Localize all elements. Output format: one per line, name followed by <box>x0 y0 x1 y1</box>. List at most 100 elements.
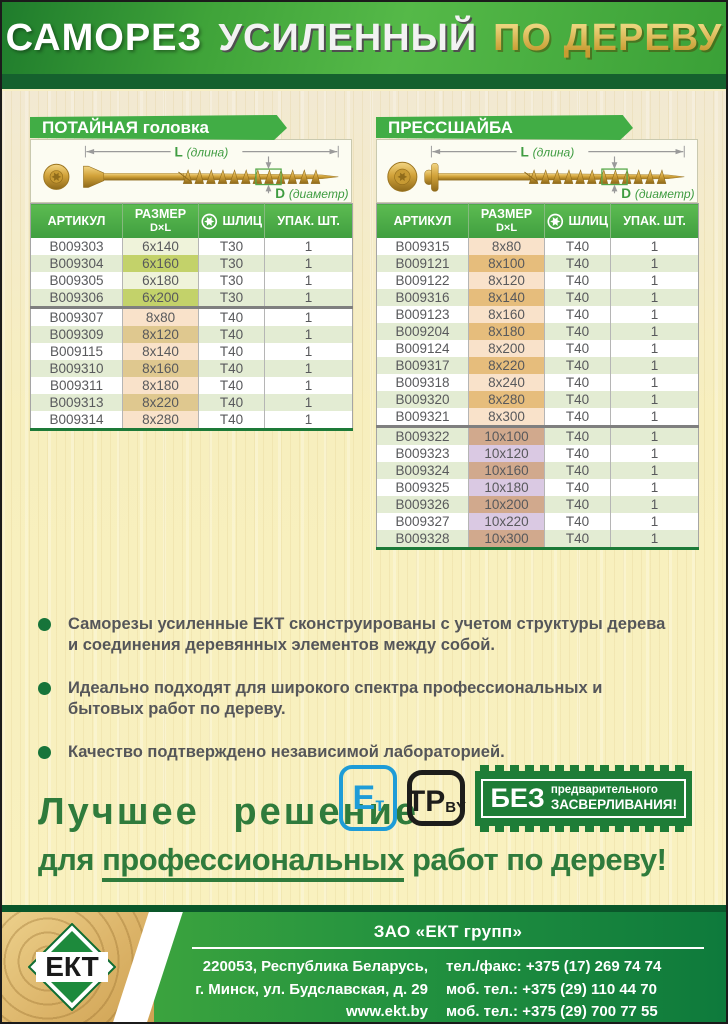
footer-content: ЗАО «ЕКТ групп» 220053, Республика Белар… <box>192 922 704 1022</box>
table-row: B009306 6x200 T30 1 <box>30 289 353 308</box>
table-row: B009123 8x160 T40 1 <box>376 306 699 323</box>
cell-size: 8x300 <box>468 408 545 427</box>
table-row: B009310 8x160 T40 1 <box>30 360 353 377</box>
cell-pack: 1 <box>650 446 659 461</box>
cell-size: 6x160 <box>122 255 199 272</box>
cell-article: B009311 <box>30 377 123 394</box>
bullet-item: Идеально подходят для широкого спектра п… <box>38 678 690 721</box>
footer: ЕКТ ЗАО «ЕКТ групп» 220053, Республика Б… <box>2 905 726 1022</box>
spec-table-countersunk: АРТИКУЛ РАЗМЕР D×L <box>30 203 353 431</box>
cell-article: B009303 <box>30 238 123 255</box>
cell-pack: 1 <box>650 409 659 424</box>
table-row: B009303 6x140 T30 1 <box>30 238 353 255</box>
table-row: B009204 8x180 T40 1 <box>376 323 699 340</box>
table-row: B009323 10x120 T40 1 <box>376 445 699 462</box>
cell-size: 8x80 <box>468 238 545 255</box>
cell-size: 8x160 <box>122 360 199 377</box>
col-header-pack: УПАК. ШТ. <box>264 203 353 238</box>
footer-main: ЕКТ ЗАО «ЕКТ групп» 220053, Республика Б… <box>2 912 726 1022</box>
col-header-size: РАЗМЕР D×L <box>468 203 545 238</box>
slogan-line-1: Лучшее решение <box>38 791 419 834</box>
cell-slot: T40 <box>544 425 611 445</box>
cell-article: B009320 <box>376 391 469 408</box>
cell-article: B009317 <box>376 357 469 374</box>
cell-slot: T40 <box>198 306 265 326</box>
cell-size: 10x200 <box>468 496 545 513</box>
table-row: B009317 8x220 T40 1 <box>376 357 699 374</box>
cell-article: B009315 <box>376 238 469 255</box>
cell-pack: 1 <box>650 463 659 478</box>
cell-pack: 1 <box>650 375 659 390</box>
cell-size: 10x220 <box>468 513 545 530</box>
cell-slot: T40 <box>198 343 265 360</box>
cell-slot: T40 <box>198 411 265 430</box>
cell-slot: T40 <box>198 360 265 377</box>
cell-article: B009305 <box>30 272 123 289</box>
table-row: B009305 6x180 T30 1 <box>30 272 353 289</box>
cell-slot: T40 <box>544 289 611 306</box>
cell-pack: 1 <box>610 425 699 445</box>
cell-pack: 1 <box>304 256 313 271</box>
table-row: B009311 8x180 T40 1 <box>30 377 353 394</box>
title-part-1: САМОРЕЗ <box>5 16 203 59</box>
phone-line-2: моб. тел.: +375 (29) 110 44 70 <box>446 980 657 998</box>
cell-pack: 1 <box>650 273 659 288</box>
cell-size: 10x120 <box>468 445 545 462</box>
cell-slot: T40 <box>544 479 611 496</box>
cell-size: 8x100 <box>468 255 545 272</box>
cell-size: 8x120 <box>468 272 545 289</box>
address-line-2: г. Минск, ул. Будславская, д. 29 <box>195 980 428 998</box>
table-block-presswasher: ПРЕССШАЙБА <box>376 115 699 550</box>
col-header-pack: УПАК. ШТ. <box>610 203 699 238</box>
table-row: B009320 8x280 T40 1 <box>376 391 699 408</box>
spec-table-presswasher: АРТИКУЛ РАЗМЕР D×L <box>376 203 699 550</box>
svg-text:ЕКТ: ЕКТ <box>45 951 99 982</box>
phones-block: тел./факс: +375 (17) 269 74 74 моб. тел.… <box>446 956 661 1022</box>
bullet-text: Идеально подходят для широкого спектра п… <box>68 678 603 719</box>
cell-pack: 1 <box>650 341 659 356</box>
cell-slot: T40 <box>544 445 611 462</box>
torx-icon <box>547 213 564 229</box>
col-header-slot: ШЛИЦ <box>198 203 265 238</box>
svg-text:L (длина): L (длина) <box>521 144 575 159</box>
table-row: B009122 8x120 T40 1 <box>376 272 699 289</box>
col-header-slot: ШЛИЦ <box>544 203 611 238</box>
cell-slot: T40 <box>544 530 611 549</box>
footer-rule <box>192 947 704 949</box>
screw-diagram-presswasher: L (длина) <box>376 139 698 203</box>
torx-icon <box>201 213 218 229</box>
cell-pack: 1 <box>304 344 313 359</box>
bullet-item: Качество подтверждено независимой лабора… <box>38 742 690 763</box>
screw-diagram-countersunk: L (длина) <box>30 139 352 203</box>
cell-article: B009325 <box>376 479 469 496</box>
table-row: B009327 10x220 T40 1 <box>376 513 699 530</box>
table-block-countersunk: ПОТАЙНАЯ головка <box>30 115 353 431</box>
cell-article: B009313 <box>30 394 123 411</box>
cell-article: B009124 <box>376 340 469 357</box>
cell-pack: 1 <box>650 531 659 546</box>
col-header-size: РАЗМЕР D×L <box>122 203 199 238</box>
cell-article: B009309 <box>30 326 123 343</box>
svg-text:L (длина): L (длина) <box>175 144 229 159</box>
cell-slot: T40 <box>544 238 611 255</box>
cell-size: 10x180 <box>468 479 545 496</box>
ekt-logo: ЕКТ <box>28 923 116 1011</box>
address-line-1: 220053, Республика Беларусь, <box>202 958 428 975</box>
cell-pack: 1 <box>304 273 313 288</box>
page-header: САМОРЕЗ УСИЛЕННЫЙ ПО ДЕРЕВУ <box>2 2 726 74</box>
banner-presswasher: ПРЕССШАЙБА <box>376 115 633 140</box>
cell-pack: 1 <box>304 412 313 427</box>
cell-slot: T40 <box>544 272 611 289</box>
footer-top-strip <box>2 905 726 912</box>
table-row: B009315 8x80 T40 1 <box>376 238 699 255</box>
cell-size: 8x140 <box>468 289 545 306</box>
cell-pack: 1 <box>650 256 659 271</box>
cell-size: 8x180 <box>468 323 545 340</box>
table-row: B009326 10x200 T40 1 <box>376 496 699 513</box>
company-name: ЗАО «ЕКТ групп» <box>373 922 523 941</box>
cell-article: B009310 <box>30 360 123 377</box>
cell-pack: 1 <box>650 290 659 305</box>
cell-article: B009324 <box>376 462 469 479</box>
cell-slot: T40 <box>544 462 611 479</box>
cell-pack: 1 <box>304 378 313 393</box>
